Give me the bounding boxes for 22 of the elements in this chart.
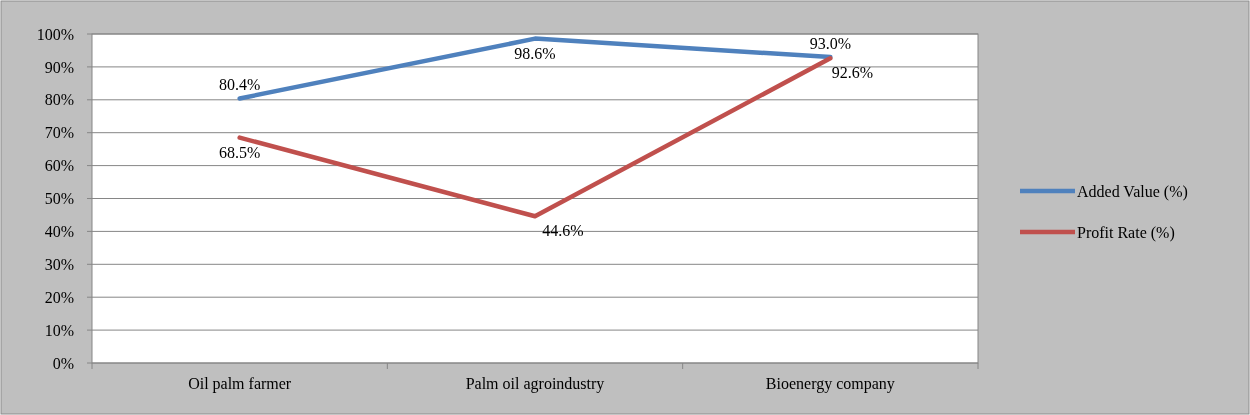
y-tick-label: 90% [44, 58, 74, 76]
y-tick-label: 60% [44, 157, 74, 175]
data-label: 44.6% [542, 222, 584, 240]
y-tick-label: 70% [44, 124, 74, 142]
legend-label: Added Value (%) [1077, 182, 1188, 201]
y-tick-label: 10% [44, 321, 74, 339]
data-label: 98.6% [514, 44, 556, 62]
y-tick-label: 0% [52, 354, 74, 372]
x-tick-label: Palm oil agroindustry [465, 375, 605, 393]
y-tick-label: 40% [44, 223, 74, 240]
y-tick-label: 50% [44, 190, 74, 208]
data-label: 92.6% [831, 64, 873, 82]
data-label: 93.0% [809, 35, 851, 53]
x-tick-label: Oil palm farmer [188, 375, 292, 393]
y-tick-label: 20% [44, 288, 74, 306]
legend-label: Profit Rate (%) [1077, 223, 1175, 242]
data-label: 80.4% [219, 76, 261, 94]
y-tick-label: 100% [36, 25, 74, 43]
y-tick-label: 30% [44, 255, 74, 273]
data-label: 68.5% [219, 143, 261, 161]
y-tick-label: 80% [44, 91, 74, 109]
x-tick-label: Bioenergy company [765, 375, 895, 393]
